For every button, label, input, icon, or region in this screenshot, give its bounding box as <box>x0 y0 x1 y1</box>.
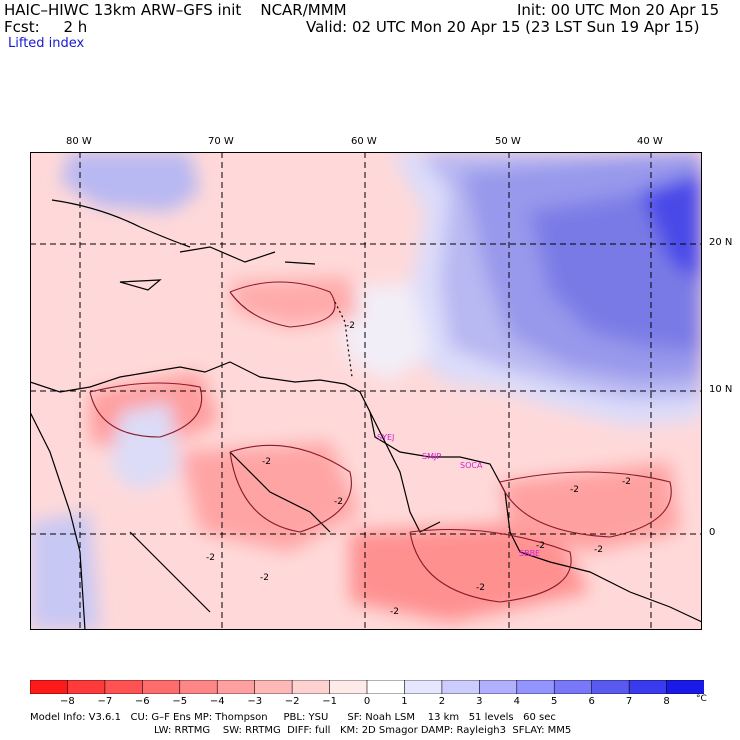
contour-label: -2 <box>206 553 215 563</box>
lat-label-10n: 10 N <box>709 384 733 395</box>
colorbar-tick-label: −1 <box>322 696 337 707</box>
colorbar-swatch <box>404 680 443 694</box>
colorbar-tick-label: 4 <box>513 696 520 707</box>
contour-label: -2 <box>622 477 631 487</box>
lon-label-50w: 50 W <box>495 136 521 147</box>
lon-label-80w: 80 W <box>66 136 92 147</box>
colorbar-swatch <box>104 680 144 694</box>
colorbar-tick-label: 5 <box>551 696 558 707</box>
forecast-hour: Fcst: 2 h <box>4 18 88 36</box>
lifted-index-shading <box>30 152 702 630</box>
colorbar-unit: °C <box>696 694 707 704</box>
model-title: HAIC–HIWC 13km ARW–GFS init NCAR/MMM <box>4 1 347 19</box>
hispaniola-coast <box>179 246 276 263</box>
model-info-line1: Model Info: V3.6.1 CU: G–F Ens MP: Thomp… <box>30 712 556 723</box>
cuba-coast <box>51 199 191 248</box>
colorbar-swatch <box>666 680 704 694</box>
contour-amazon <box>409 528 572 603</box>
contours-minus2 <box>89 281 672 603</box>
colorbar-tick-label: 1 <box>401 696 408 707</box>
contour-atlantic <box>499 471 672 538</box>
colorbar-tick-label: 6 <box>588 696 595 707</box>
colorbar-tick-label: −7 <box>97 696 113 707</box>
contour-label: -2 <box>260 573 269 583</box>
colorbar-swatch <box>628 680 668 694</box>
station-smjp: SMJP <box>422 452 441 461</box>
field-name: Lifted index <box>8 36 85 51</box>
colorbar-tick-label: −4 <box>209 696 225 707</box>
colorbar-swatch <box>441 680 481 694</box>
colorbar-tick-label: 7 <box>625 696 633 707</box>
colorbar-tick-label: 2 <box>438 696 446 707</box>
jamaica-coast <box>119 279 162 291</box>
lon-label-70w: 70 W <box>208 136 234 147</box>
colorbar-tick-label: 0 <box>363 696 371 707</box>
contour-colombia-north <box>89 382 203 438</box>
colorbar-tick-label: −3 <box>247 696 263 707</box>
contour-label: -2 <box>476 583 485 593</box>
model-info-line2: LW: RRTMG SW: RRTMG DIFF: full KM: 2D Sm… <box>154 725 572 736</box>
lifted-index-map: -2 -2 -2 -2 -2 -2 -2 -2 -2 -2 -2 SYEJ SM… <box>30 152 702 630</box>
colorbar-swatch <box>30 680 69 694</box>
colorbar-tick-label: −2 <box>284 696 300 707</box>
lesser-antilles <box>334 301 353 378</box>
contour-label: -2 <box>570 485 579 495</box>
lat-label-20n: 20 N <box>709 237 733 248</box>
colorbar-tick-label: −8 <box>60 696 75 707</box>
latlon-grid <box>30 152 702 630</box>
colorbar-swatch <box>291 680 331 694</box>
colorbar-swatch <box>179 680 219 694</box>
colorbar-swatch <box>553 680 593 694</box>
colorbar-swatch <box>254 680 293 694</box>
colorbar <box>30 680 704 694</box>
coastlines <box>30 199 702 630</box>
contour-label: -2 <box>390 607 399 617</box>
colorbar-swatch <box>67 680 106 694</box>
colorbar-tick-label: −5 <box>172 696 188 707</box>
colorbar-swatch <box>366 680 406 694</box>
venezuela-border <box>229 451 331 533</box>
colorbar-tick-label: 8 <box>663 696 670 707</box>
contour-label: -2 <box>536 541 545 551</box>
colorbar-swatch <box>516 680 556 694</box>
contour-hispaniola <box>229 281 336 328</box>
contour-venezuela <box>229 444 352 533</box>
init-time: Init: 00 UTC Mon 20 Apr 15 <box>517 1 720 19</box>
contour-label: -2 <box>262 457 271 467</box>
colorbar-swatch <box>142 680 181 694</box>
puerto-rico-coast <box>284 261 316 265</box>
colorbar-tick-label: −6 <box>134 696 150 707</box>
map-frame <box>30 152 702 630</box>
colorbar-swatch <box>591 680 630 694</box>
contour-label: -2 <box>594 545 603 555</box>
colorbar-tick-label: 3 <box>476 696 483 707</box>
station-syej: SYEJ <box>377 433 394 442</box>
colombia-border <box>129 531 211 613</box>
lat-label-0: 0 <box>709 527 716 538</box>
colorbar-swatch <box>329 680 368 694</box>
lon-label-60w: 60 W <box>351 136 377 147</box>
colorbar-swatch <box>479 680 518 694</box>
valid-time: Valid: 02 UTC Mon 20 Apr 15 (23 LST Sun … <box>306 18 700 36</box>
station-soca: SOCA <box>460 461 483 470</box>
pacific-coast <box>30 411 86 630</box>
station-sbbe: SBBE <box>519 549 540 558</box>
colorbar-swatch <box>216 680 256 694</box>
contour-label: -2 <box>346 321 355 331</box>
guianas-border <box>369 411 441 533</box>
contour-label: -2 <box>334 497 343 507</box>
lon-label-40w: 40 W <box>637 136 663 147</box>
